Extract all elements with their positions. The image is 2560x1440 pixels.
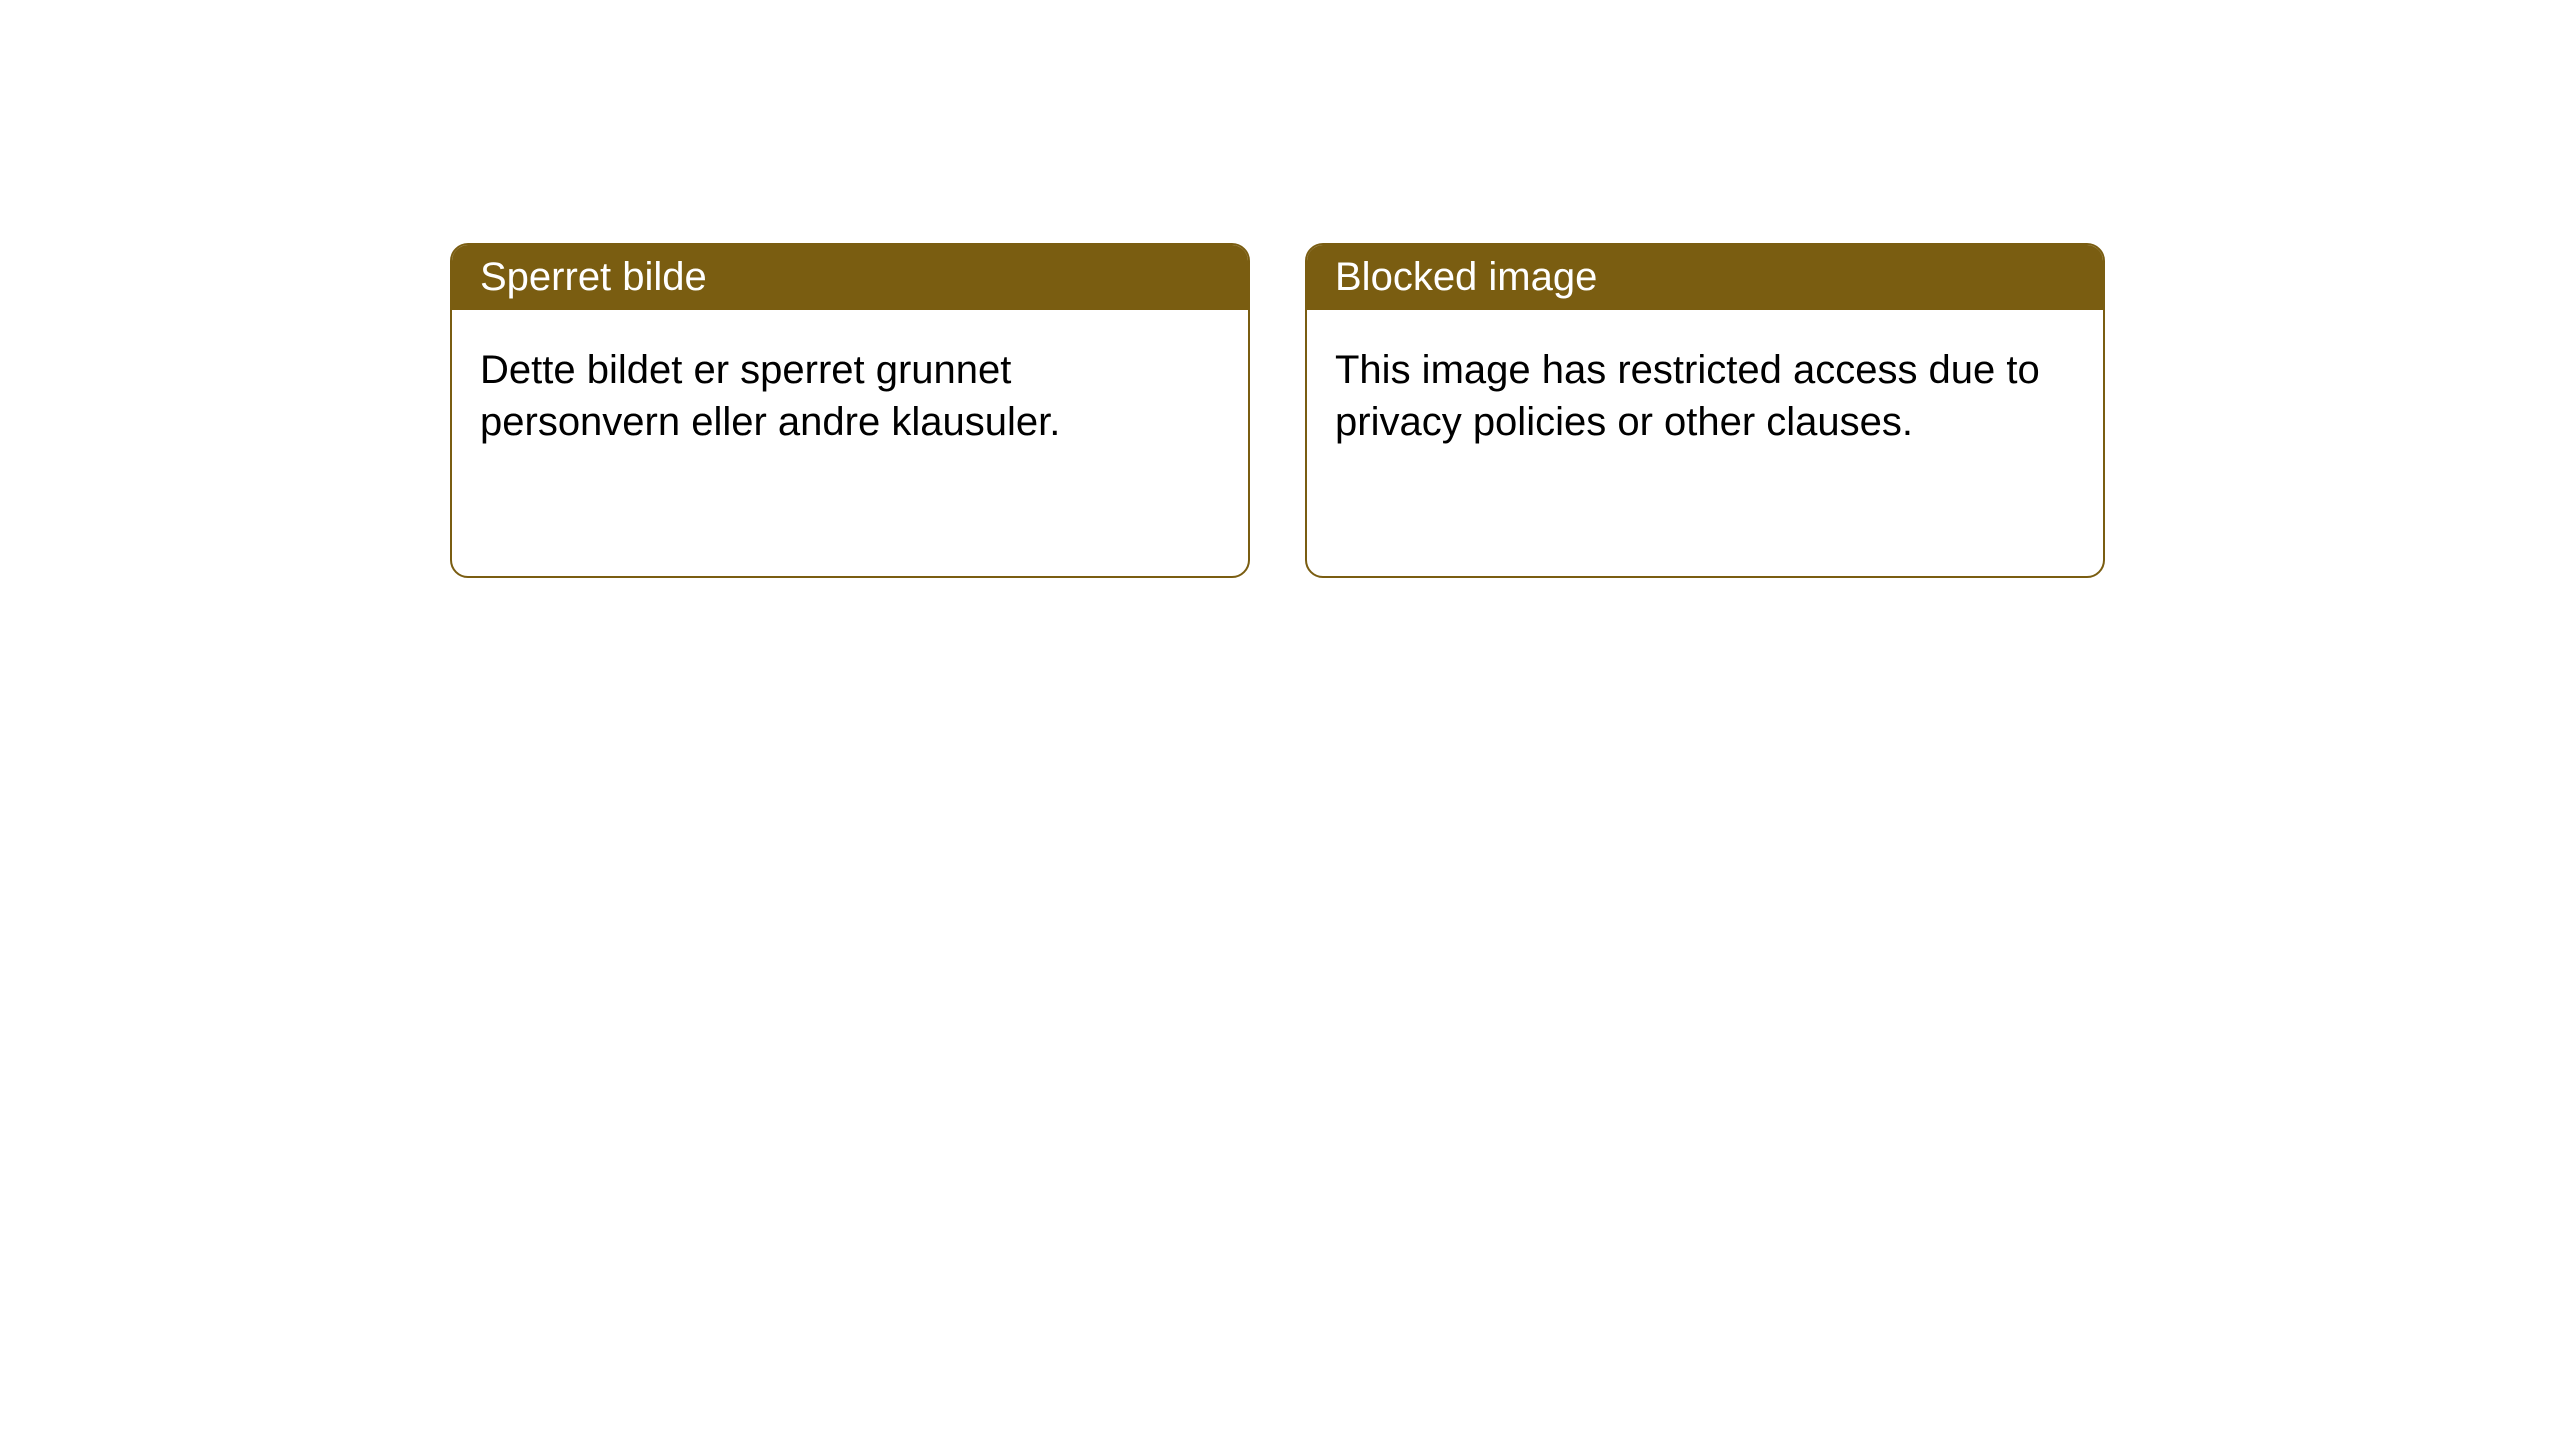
card-message-en: This image has restricted access due to … [1335,348,2040,444]
card-title-no: Sperret bilde [480,255,707,299]
card-message-no: Dette bildet er sperret grunnet personve… [480,348,1060,444]
blocked-image-card-no: Sperret bilde Dette bildet er sperret gr… [450,243,1250,578]
card-header-en: Blocked image [1307,245,2103,310]
card-body-no: Dette bildet er sperret grunnet personve… [452,310,1248,482]
card-body-en: This image has restricted access due to … [1307,310,2103,482]
blocked-image-cards: Sperret bilde Dette bildet er sperret gr… [450,243,2105,578]
card-header-no: Sperret bilde [452,245,1248,310]
blocked-image-card-en: Blocked image This image has restricted … [1305,243,2105,578]
card-title-en: Blocked image [1335,255,1597,299]
